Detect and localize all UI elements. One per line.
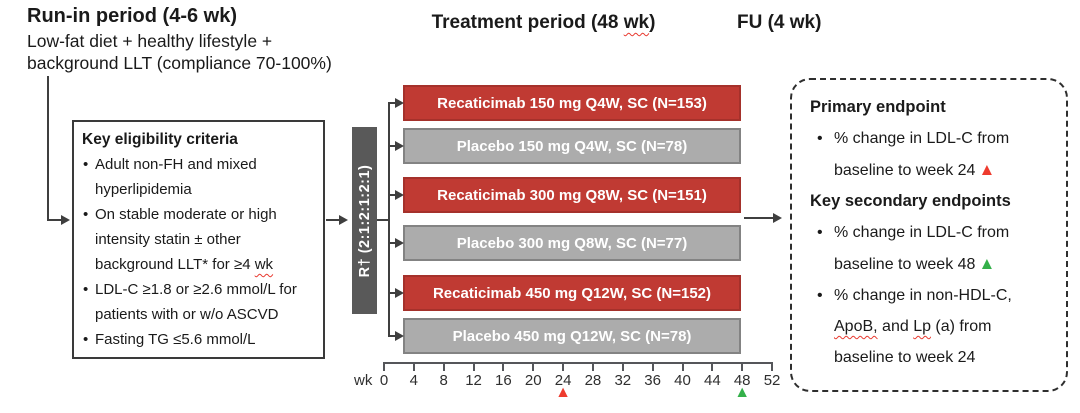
branch-arrowhead-icon [395,141,404,151]
endpoint-item-text: % change in non-HDL-C, ApoB, and Lp (a) … [834,287,1012,366]
axis-tick [711,362,714,371]
eligibility-item-text: LDL-C ≥1.8 or ≥2.6 mmol/L for patients w… [95,281,297,323]
axis-tick [591,362,594,371]
branch-arrowhead-icon [395,288,404,298]
axis-tick [412,362,415,371]
endpoint-item-text: % change in LDL-C from baseline to week … [834,130,1010,179]
axis-tick-label: 12 [465,372,482,389]
eligibility-item: LDL-C ≥1.8 or ≥2.6 mmol/L for patients w… [82,277,319,327]
arm-bar-recaticimab: Recaticimab 450 mg Q12W, SC (N=152) [403,275,741,311]
endpoint-item-text: % change in LDL-C from baseline to week … [834,224,1010,273]
axis-tick-label: 16 [495,372,512,389]
axis-marker-week24-triangle-icon: ▲ [555,384,572,401]
randomization-label: R† (2:1:2:1:2:1) [356,164,373,277]
eligibility-item-text: On stable moderate or high intensity sta… [95,206,277,273]
follow-up-title: FU (4 wk) [737,12,822,33]
secondary-endpoints-title: Key secondary endpoints [810,192,1011,210]
branch-arrow [388,102,397,104]
axis-tick [681,362,684,371]
axis-tick-label: 20 [524,372,542,389]
axis-tick [383,362,385,371]
randomization-bar: R† (2:1:2:1:2:1) [352,127,377,314]
run-in-arrow-horizontal [47,219,62,221]
axis-tick [442,362,445,371]
week48-marker-triangle-icon: ▲ [978,254,996,273]
axis-tick-label: 36 [644,372,661,389]
axis-tick [741,362,744,371]
eligibility-item: On stable moderate or high intensity sta… [82,202,319,277]
treatment-to-endpoints-arrow [744,217,775,219]
axis-tick-label: 44 [704,372,721,389]
axis-tick-label: 40 [674,372,691,389]
branch-arrowhead-icon [395,98,404,108]
endpoint-item: % change in LDL-C from baseline to week … [810,123,1054,186]
week-axis-line [384,362,773,364]
treatment-period-title: Treatment period (48 wk) [431,12,656,33]
eligibility-item: Adult non-FH and mixed hyperlipidemia [82,152,319,202]
branch-arrowhead-icon [395,331,404,341]
run-in-arrowhead-icon [61,215,70,225]
primary-endpoint-list: % change in LDL-C from baseline to week … [810,123,1054,186]
arm-bar-recaticimab: Recaticimab 300 mg Q8W, SC (N=151) [403,177,741,213]
branch-arrowhead-icon [395,190,404,200]
branch-arrow [388,194,397,196]
axis-tick-label: 52 [763,372,781,389]
eligibility-to-randomization-arrowhead-icon [339,215,348,225]
branch-arrow [388,145,397,147]
eligibility-item-text: Fasting TG ≤5.6 mmol/L [95,331,256,348]
run-in-period-title: Run-in period (4-6 wk) [27,5,237,27]
axis-tick-label: 28 [584,372,602,389]
axis-tick [621,362,624,371]
eligibility-title: Key eligibility criteria [82,131,238,148]
week24-marker-triangle-icon: ▲ [978,160,996,179]
axis-tick-label: 32 [614,372,632,389]
eligibility-item: Fasting TG ≤5.6 mmol/L [82,327,319,352]
endpoint-item: % change in non-HDL-C, ApoB, and Lp (a) … [810,280,1054,373]
arm-bar-placebo: Placebo 300 mg Q8W, SC (N=77) [403,225,741,261]
secondary-endpoint-list: % change in LDL-C from baseline to week … [810,217,1054,373]
branch-arrow [388,242,397,244]
arm-bar-recaticimab: Recaticimab 150 mg Q4W, SC (N=153) [403,85,741,121]
branch-arrow [388,292,397,294]
branch-arrowhead-icon [395,238,404,248]
week-axis-unit-label: wk [354,372,373,389]
run-in-arrow-vertical [47,76,49,221]
endpoint-item: % change in LDL-C from baseline to week … [810,217,1054,280]
eligibility-criteria-box: Key eligibility criteria Adult non-FH an… [72,120,325,359]
axis-tick [502,362,505,371]
treatment-to-endpoints-arrowhead-icon [773,213,782,223]
axis-tick-label: 0 [379,372,389,389]
axis-tick-label: 4 [409,372,419,389]
arm-bar-placebo: Placebo 150 mg Q4W, SC (N=78) [403,128,741,164]
arm-bar-placebo: Placebo 450 mg Q12W, SC (N=78) [403,318,741,354]
axis-tick [651,362,654,371]
axis-tick-label: 48 [733,372,751,389]
primary-endpoint-title: Primary endpoint [810,98,946,116]
axis-tick [562,362,565,371]
branch-arrow [388,335,397,337]
axis-marker-week48-triangle-icon: ▲ [734,384,751,401]
eligibility-to-randomization-arrow [326,219,341,221]
axis-tick [472,362,475,371]
axis-tick-label: 8 [439,372,448,389]
eligibility-item-text: Adult non-FH and mixed hyperlipidemia [95,156,257,198]
randomization-to-branch-connector [377,219,390,221]
eligibility-list: Adult non-FH and mixed hyperlipidemia On… [82,152,319,352]
endpoints-box: Primary endpoint % change in LDL-C from … [790,78,1068,392]
axis-tick [771,362,774,371]
axis-tick [532,362,535,371]
run-in-subtitle-line1: Low-fat diet + healthy lifestyle + [27,31,273,51]
run-in-subtitle-line2: background LLT (compliance 70-100%) [27,53,332,73]
axis-tick-label: 24 [554,372,572,389]
